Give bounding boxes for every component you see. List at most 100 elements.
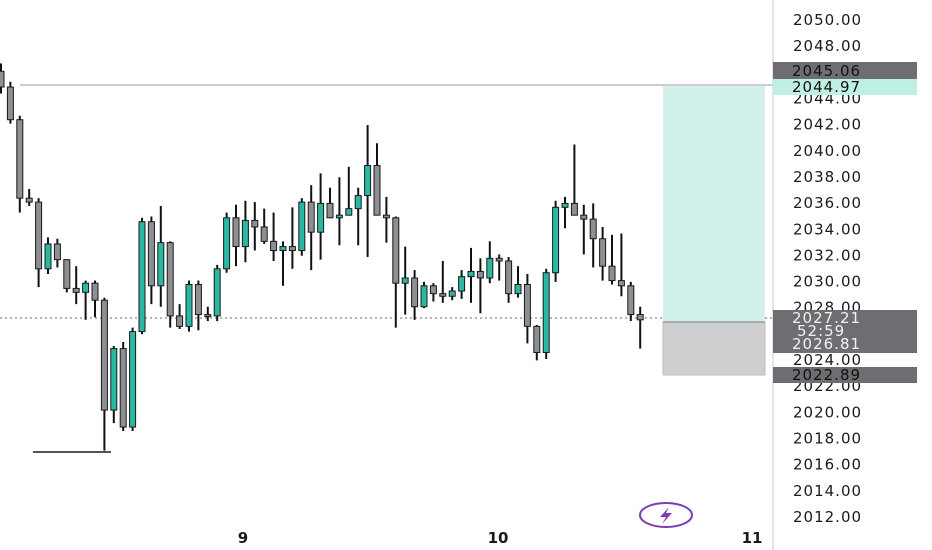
bullish-candle[interactable] (185, 284, 193, 327)
bearish-candle[interactable] (307, 201, 315, 233)
bullish-candle[interactable] (448, 290, 456, 297)
bearish-candle[interactable] (411, 277, 419, 308)
bullish-candle[interactable] (82, 282, 90, 293)
time-axis-label: 9 (238, 529, 248, 547)
bearish-candle[interactable] (523, 284, 531, 327)
bullish-candle[interactable] (552, 206, 560, 274)
price-axis-label: 2034.00 (793, 220, 862, 238)
price-axis-label: 2042.00 (793, 116, 862, 134)
bearish-candle[interactable] (495, 257, 503, 262)
bullish-candle[interactable] (298, 201, 306, 251)
bullish-candle[interactable] (157, 242, 165, 287)
bullish-candle[interactable] (317, 202, 325, 233)
bullish-candle[interactable] (420, 285, 428, 308)
price-axis-label: 2012.00 (793, 508, 862, 526)
bearish-candle[interactable] (16, 119, 24, 199)
bearish-candle[interactable] (119, 348, 127, 428)
position-loss-zone[interactable] (662, 321, 766, 376)
bearish-candle[interactable] (392, 217, 400, 284)
bearish-candle[interactable] (91, 282, 99, 301)
bearish-candle[interactable] (636, 314, 644, 321)
bearish-candle[interactable] (100, 299, 108, 411)
bearish-candle[interactable] (232, 217, 240, 248)
time-axis-label: 10 (488, 529, 509, 547)
price-axis-label: 2032.00 (793, 246, 862, 264)
bearish-candle[interactable] (429, 285, 437, 295)
price-axis-label: 2018.00 (793, 430, 862, 448)
bullish-candle[interactable] (542, 272, 550, 354)
bearish-candle[interactable] (251, 219, 259, 228)
stop-price-tag: 2022.89 (773, 366, 917, 384)
bullish-candle[interactable] (213, 268, 221, 317)
current-price-tag: 2027.21 52:59 2026.81 (773, 309, 917, 353)
bullish-candle[interactable] (279, 246, 287, 251)
svg-text:2044.97: 2044.97 (792, 78, 861, 96)
bullish-candle[interactable] (467, 270, 475, 278)
bullish-candle[interactable] (129, 331, 137, 428)
bearish-candle[interactable] (326, 202, 334, 219)
bullish-candle[interactable] (345, 208, 353, 216)
candles-group (0, 63, 644, 451)
bullish-candle[interactable] (364, 164, 372, 197)
bearish-candle[interactable] (6, 86, 14, 121)
entry-top-price-tag: 2044.97 (773, 78, 917, 96)
bullish-candle[interactable] (335, 214, 343, 219)
bearish-candle[interactable] (166, 242, 174, 317)
bearish-candle[interactable] (627, 285, 635, 316)
time-axis[interactable]: 9 10 11 (238, 529, 763, 547)
bearish-candle[interactable] (476, 270, 484, 279)
bullish-candle[interactable] (223, 217, 231, 270)
bullish-candle[interactable] (44, 243, 52, 270)
price-axis-label: 2014.00 (793, 482, 862, 500)
bullish-candle[interactable] (514, 284, 522, 295)
lightning-icon[interactable] (639, 502, 693, 528)
bearish-candle[interactable] (63, 259, 71, 289)
bullish-candle[interactable] (458, 276, 466, 292)
price-axis-label: 2030.00 (793, 273, 862, 291)
bearish-candle[interactable] (617, 280, 625, 287)
price-axis-label: 2036.00 (793, 194, 862, 212)
price-axis-label: 2024.00 (793, 351, 862, 369)
bearish-candle[interactable] (176, 315, 184, 327)
position-profit-zone[interactable] (663, 86, 765, 322)
bearish-candle[interactable] (35, 201, 43, 270)
bearish-candle[interactable] (53, 243, 61, 261)
price-axis-label: 2020.00 (793, 403, 862, 421)
bearish-candle[interactable] (288, 246, 296, 251)
bearish-candle[interactable] (505, 260, 513, 295)
bearish-candle[interactable] (194, 284, 202, 316)
price-axis-label: 2016.00 (793, 456, 862, 474)
bearish-candle[interactable] (270, 240, 278, 251)
bearish-candle[interactable] (580, 214, 588, 220)
bullish-candle[interactable] (486, 257, 494, 279)
bearish-candle[interactable] (589, 218, 597, 240)
bullish-candle[interactable] (110, 348, 118, 411)
bearish-candle[interactable] (147, 221, 155, 287)
bullish-candle[interactable] (401, 277, 409, 284)
bullish-candle[interactable] (138, 221, 146, 333)
bearish-candle[interactable] (25, 197, 33, 203)
bullish-candle[interactable] (241, 219, 249, 248)
bearish-candle[interactable] (439, 293, 447, 297)
bearish-candle[interactable] (204, 314, 212, 318)
svg-text:2045.06: 2045.06 (792, 62, 861, 80)
svg-text:2022.89: 2022.89 (792, 366, 861, 384)
bearish-candle[interactable] (0, 70, 5, 88)
bearish-candle[interactable] (608, 265, 616, 282)
bullish-candle[interactable] (561, 202, 569, 208)
bearish-candle[interactable] (599, 238, 607, 267)
svg-text:2027.21: 2027.21 (792, 309, 861, 327)
price-axis-label: 2050.00 (793, 11, 862, 29)
candle-countdown: 52:59 (797, 322, 845, 340)
bearish-candle[interactable] (260, 226, 268, 242)
bearish-candle[interactable] (533, 325, 541, 354)
bearish-candle[interactable] (382, 214, 390, 219)
bullish-candle[interactable] (354, 195, 362, 210)
bearish-candle[interactable] (72, 287, 80, 293)
price-axis-label: 2048.00 (793, 37, 862, 55)
bearish-candle[interactable] (570, 202, 578, 216)
bearish-candle[interactable] (373, 164, 381, 216)
entry-bottom-price: 2026.81 (792, 335, 861, 353)
price-axis-label: 2040.00 (793, 142, 862, 160)
